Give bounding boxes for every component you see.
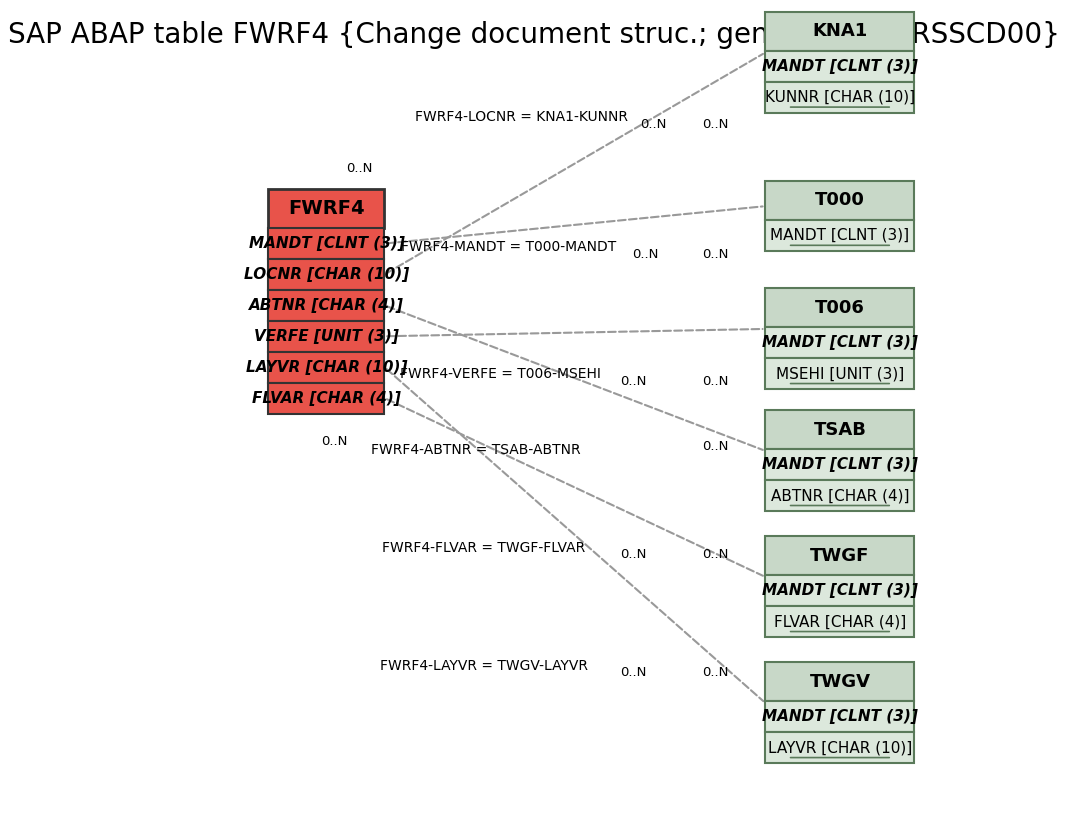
- FancyBboxPatch shape: [765, 82, 914, 112]
- FancyBboxPatch shape: [765, 289, 914, 327]
- Text: 0..N: 0..N: [620, 548, 646, 562]
- Text: FWRF4-ABTNR = TSAB-ABTNR: FWRF4-ABTNR = TSAB-ABTNR: [370, 443, 580, 457]
- Text: MANDT [CLNT (3)]: MANDT [CLNT (3)]: [762, 59, 918, 74]
- Text: MANDT [CLNT (3)]: MANDT [CLNT (3)]: [762, 710, 918, 724]
- Text: VERFE [UNIT (3)]: VERFE [UNIT (3)]: [254, 329, 399, 344]
- Text: MANDT [CLNT (3)]: MANDT [CLNT (3)]: [770, 228, 909, 243]
- Text: FWRF4-LAYVR = TWGV-LAYVR: FWRF4-LAYVR = TWGV-LAYVR: [380, 658, 588, 672]
- Text: 0..N: 0..N: [702, 247, 729, 261]
- FancyBboxPatch shape: [269, 383, 384, 414]
- FancyBboxPatch shape: [765, 12, 914, 50]
- FancyBboxPatch shape: [765, 732, 914, 763]
- FancyBboxPatch shape: [269, 259, 384, 290]
- FancyBboxPatch shape: [269, 290, 384, 321]
- Text: 0..N: 0..N: [702, 667, 729, 680]
- Text: MANDT [CLNT (3)]: MANDT [CLNT (3)]: [762, 335, 918, 351]
- FancyBboxPatch shape: [765, 480, 914, 511]
- Text: MANDT [CLNT (3)]: MANDT [CLNT (3)]: [762, 457, 918, 472]
- FancyBboxPatch shape: [765, 358, 914, 390]
- FancyBboxPatch shape: [765, 50, 914, 82]
- Text: SAP ABAP table FWRF4 {Change document struc.; generated by RSSCD00}: SAP ABAP table FWRF4 {Change document st…: [7, 22, 1060, 50]
- FancyBboxPatch shape: [765, 449, 914, 480]
- Text: TWGF: TWGF: [810, 547, 870, 565]
- Text: MANDT [CLNT (3)]: MANDT [CLNT (3)]: [249, 236, 404, 251]
- FancyBboxPatch shape: [269, 228, 384, 259]
- FancyBboxPatch shape: [765, 662, 914, 701]
- Text: KUNNR [CHAR (10)]: KUNNR [CHAR (10)]: [765, 89, 915, 105]
- Text: LAYVR [CHAR (10)]: LAYVR [CHAR (10)]: [245, 360, 408, 375]
- Text: T006: T006: [815, 299, 865, 317]
- Text: MSEHI [UNIT (3)]: MSEHI [UNIT (3)]: [776, 366, 904, 381]
- Text: 0..N: 0..N: [632, 247, 658, 261]
- Text: LAYVR [CHAR (10)]: LAYVR [CHAR (10)]: [768, 740, 912, 755]
- Text: 0..N: 0..N: [702, 118, 729, 131]
- FancyBboxPatch shape: [269, 351, 384, 383]
- Text: LOCNR [CHAR (10)]: LOCNR [CHAR (10)]: [244, 267, 409, 282]
- Text: FWRF4-MANDT = T000-MANDT: FWRF4-MANDT = T000-MANDT: [401, 240, 617, 254]
- Text: 0..N: 0..N: [321, 436, 348, 448]
- Text: 0..N: 0..N: [620, 375, 646, 389]
- FancyBboxPatch shape: [765, 701, 914, 732]
- FancyBboxPatch shape: [765, 220, 914, 251]
- FancyBboxPatch shape: [765, 536, 914, 576]
- Text: FWRF4: FWRF4: [288, 199, 365, 218]
- FancyBboxPatch shape: [269, 321, 384, 351]
- Text: 0..N: 0..N: [702, 375, 729, 389]
- FancyBboxPatch shape: [765, 576, 914, 606]
- Text: 0..N: 0..N: [702, 439, 729, 452]
- FancyBboxPatch shape: [765, 410, 914, 449]
- FancyBboxPatch shape: [765, 181, 914, 220]
- Text: 0..N: 0..N: [620, 667, 646, 680]
- Text: FWRF4-FLVAR = TWGF-FLVAR: FWRF4-FLVAR = TWGF-FLVAR: [382, 541, 586, 555]
- Text: TWGV: TWGV: [810, 673, 871, 691]
- Text: 0..N: 0..N: [702, 548, 729, 562]
- Text: MANDT [CLNT (3)]: MANDT [CLNT (3)]: [762, 583, 918, 598]
- Text: FLVAR [CHAR (4)]: FLVAR [CHAR (4)]: [252, 390, 401, 405]
- Text: 0..N: 0..N: [640, 118, 667, 131]
- FancyBboxPatch shape: [765, 606, 914, 637]
- Text: FWRF4-LOCNR = KNA1-KUNNR: FWRF4-LOCNR = KNA1-KUNNR: [415, 110, 627, 124]
- Text: FLVAR [CHAR (4)]: FLVAR [CHAR (4)]: [774, 614, 906, 629]
- Text: T000: T000: [815, 192, 865, 209]
- Text: KNA1: KNA1: [812, 22, 867, 41]
- Text: 0..N: 0..N: [347, 162, 372, 175]
- Text: ABTNR [CHAR (4)]: ABTNR [CHAR (4)]: [249, 298, 404, 313]
- Text: FWRF4-VERFE = T006-MSEHI: FWRF4-VERFE = T006-MSEHI: [400, 367, 601, 381]
- Text: TSAB: TSAB: [813, 421, 866, 439]
- FancyBboxPatch shape: [765, 327, 914, 358]
- Text: ABTNR [CHAR (4)]: ABTNR [CHAR (4)]: [770, 488, 909, 503]
- FancyBboxPatch shape: [269, 189, 384, 228]
